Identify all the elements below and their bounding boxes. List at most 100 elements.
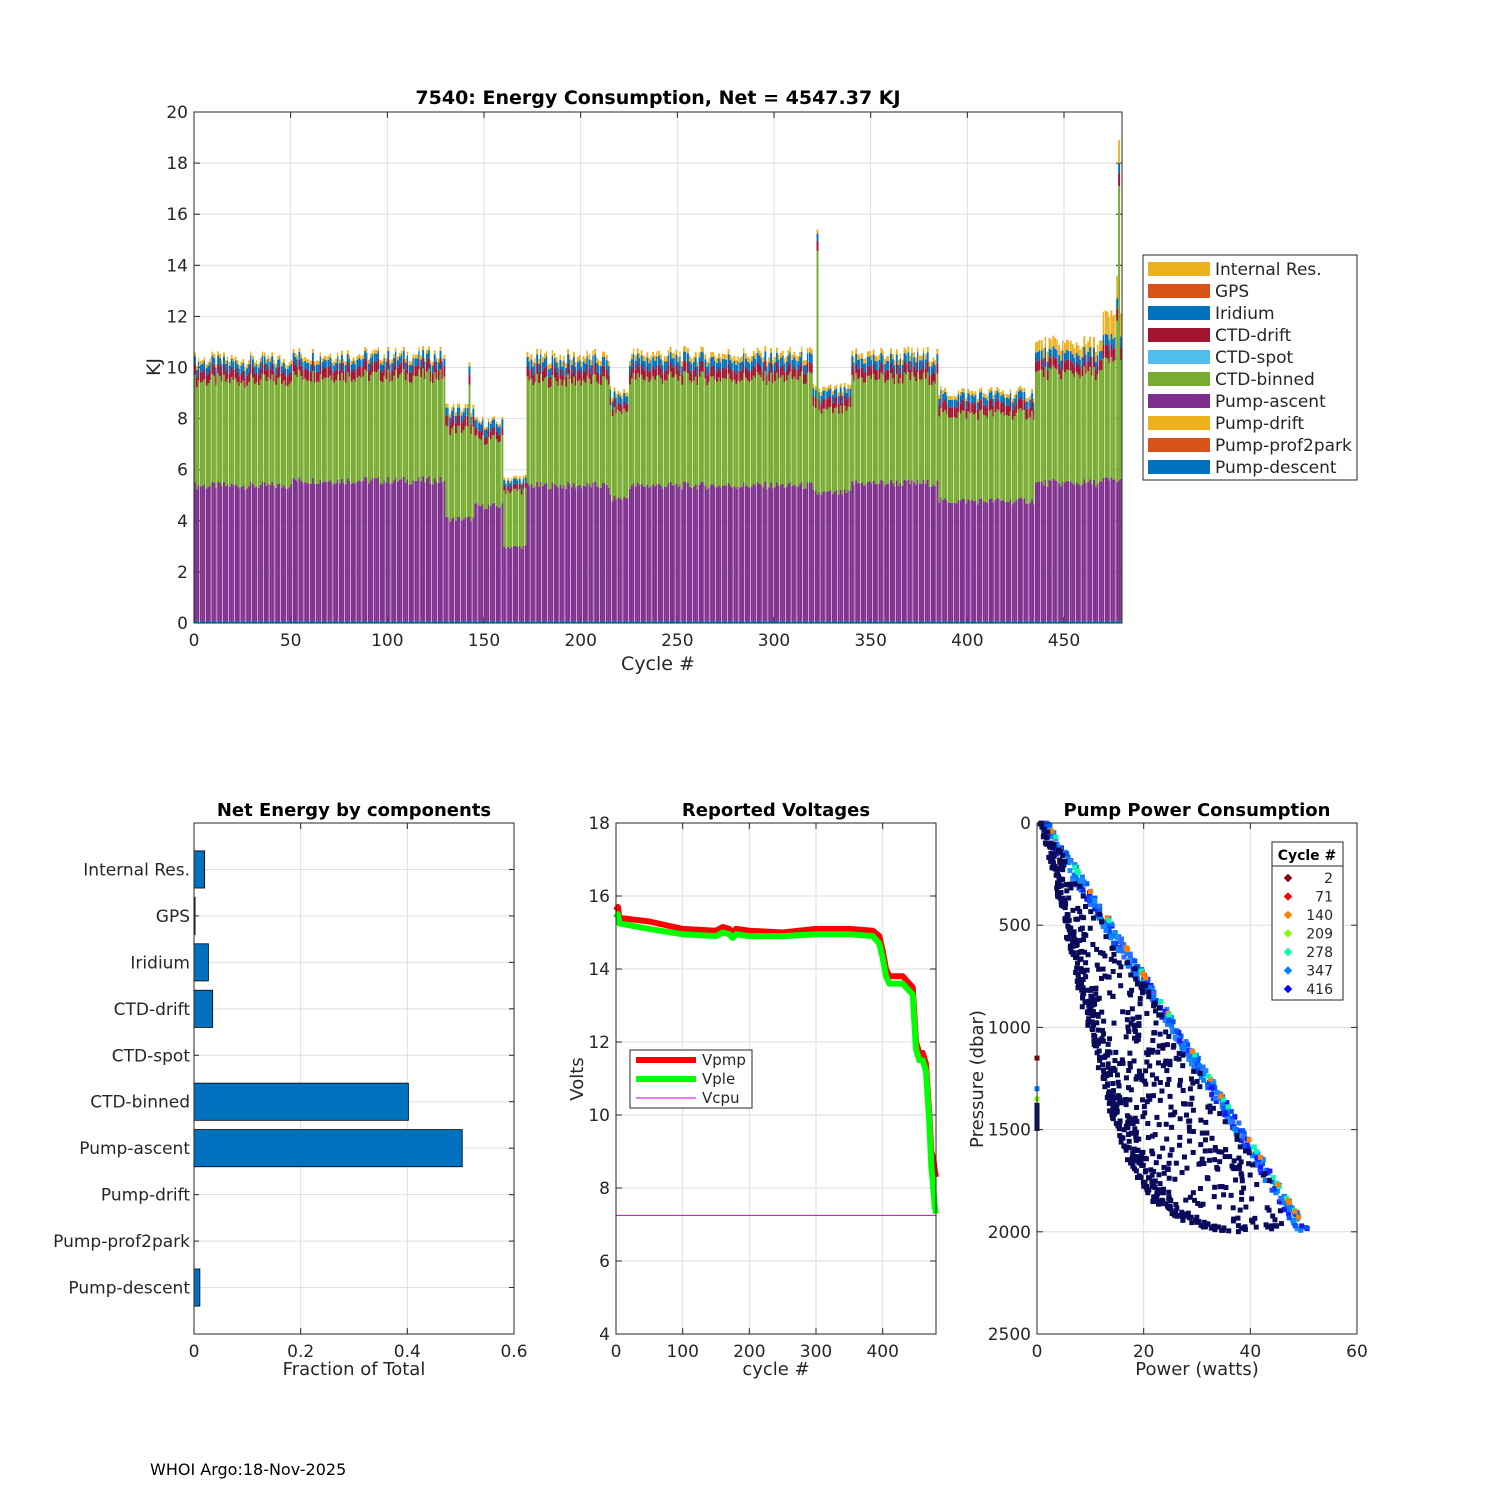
energy-bar-segment — [775, 372, 778, 483]
energy-bar-segment — [418, 359, 420, 370]
energy-bar-segment — [319, 620, 321, 623]
pump-point — [1117, 1118, 1123, 1124]
energy-bar-segment — [719, 362, 722, 372]
pump-point — [1138, 984, 1144, 990]
energy-bar-segment — [1002, 394, 1005, 402]
energy-bar-segment — [246, 364, 249, 369]
energy-bar-segment — [576, 371, 579, 382]
pump-point — [1108, 956, 1114, 962]
energy-bar-segment — [920, 369, 923, 380]
energy-bar-segment — [621, 620, 623, 623]
energy-bar-segment — [1023, 391, 1026, 400]
pump-point — [1066, 926, 1072, 932]
energy-bar-segment — [485, 508, 488, 621]
pump-point — [1094, 1020, 1100, 1026]
energy-bar-segment — [499, 433, 501, 442]
energy-bar-segment — [737, 486, 739, 621]
energy-bar-segment — [366, 360, 368, 372]
energy-bar-segment — [369, 365, 372, 376]
pump-point — [1209, 1092, 1215, 1098]
energy-bar-segment — [609, 385, 611, 390]
energy-bar-segment — [534, 382, 536, 487]
energy-bar-segment — [337, 352, 339, 357]
energy-bar-segment — [1044, 336, 1046, 348]
energy-bar-segment — [994, 390, 997, 395]
energy-bar-segment — [1087, 341, 1090, 352]
energy-bar-segment — [663, 356, 666, 362]
energy-bar-segment — [801, 481, 803, 621]
energy-bar-segment — [311, 360, 314, 372]
energy-bar-segment — [893, 365, 896, 374]
energy-bar-segment — [833, 408, 836, 492]
pump-point — [1126, 1085, 1132, 1091]
energy-bar-segment — [476, 503, 478, 621]
energy-bar-segment — [263, 620, 266, 623]
pump-point — [1262, 1178, 1268, 1184]
pump-point — [1213, 1147, 1219, 1153]
energy-bar-segment — [582, 370, 585, 381]
energy-xlabel: Cycle # — [621, 653, 695, 675]
energy-bar-segment — [994, 402, 997, 413]
energy-bar-segment — [866, 620, 869, 623]
energy-bar-segment — [211, 620, 214, 623]
energy-bar-segment — [582, 361, 585, 371]
energy-bar-segment — [1069, 370, 1072, 482]
pump-point — [1166, 1033, 1172, 1039]
energy-bar-segment — [284, 488, 287, 621]
energy-bar-segment — [221, 381, 223, 487]
pump-point — [1090, 941, 1096, 947]
pump-point — [1162, 1008, 1168, 1014]
energy-bar-segment — [257, 385, 260, 488]
pump-point — [1145, 1190, 1151, 1196]
pump-point — [1160, 1190, 1166, 1196]
energy-bar-segment — [758, 620, 761, 623]
energy-bar-segment — [346, 620, 349, 623]
energy-bar-segment — [855, 348, 858, 354]
energy-bar-segment — [926, 352, 929, 362]
pump-point — [1118, 1139, 1124, 1145]
pump-point — [1159, 1201, 1165, 1207]
energy-bar-segment — [412, 375, 414, 481]
pump-point — [1160, 1145, 1166, 1151]
energy-bar-segment — [636, 373, 639, 483]
energy-bar-segment — [806, 362, 809, 373]
energy-bar-segment — [855, 353, 858, 363]
pump-ytick-label: 0 — [1020, 814, 1031, 834]
energy-bar-segment — [1096, 364, 1099, 375]
pump-point — [1072, 864, 1078, 870]
energy-bar-segment — [901, 373, 904, 384]
energy-bar-segment — [358, 620, 361, 623]
pump-point — [1111, 933, 1117, 939]
energy-bar-segment — [325, 360, 327, 369]
energy-bar-segment — [594, 349, 597, 355]
energy-bar-segment — [255, 381, 258, 487]
energy-bar-segment — [762, 370, 765, 382]
pump-point — [1181, 1101, 1187, 1107]
energy-bar-segment — [640, 483, 643, 621]
energy-bar-segment — [368, 359, 370, 364]
energy-bar-segment — [1062, 620, 1064, 623]
energy-bar-segment — [532, 488, 535, 621]
energy-bar-segment — [1007, 502, 1010, 621]
pump-point — [1197, 1070, 1203, 1076]
energy-bar-segment — [690, 620, 693, 623]
energy-bar-segment — [845, 388, 848, 393]
energy-bar-segment — [833, 620, 836, 623]
energy-bar-segment — [880, 479, 883, 621]
energy-bar-segment — [984, 405, 987, 416]
energy-bar-segment — [998, 410, 1000, 499]
energy-bar-segment — [764, 371, 767, 482]
energy-bar-segment — [704, 354, 707, 360]
energy-bar-segment — [369, 353, 372, 358]
energy-bar-segment — [648, 372, 651, 383]
energy-bar-segment — [238, 376, 240, 387]
pump-point — [1057, 859, 1063, 865]
energy-bar-segment — [654, 355, 657, 361]
pump-point — [1180, 1063, 1186, 1069]
energy-bar-segment — [1065, 339, 1068, 351]
energy-bar-segment — [1064, 342, 1066, 354]
energy-bar-segment — [652, 620, 655, 623]
energy-bar-segment — [528, 370, 530, 381]
energy-bar-segment — [864, 371, 867, 383]
pump-point — [1102, 1084, 1108, 1090]
